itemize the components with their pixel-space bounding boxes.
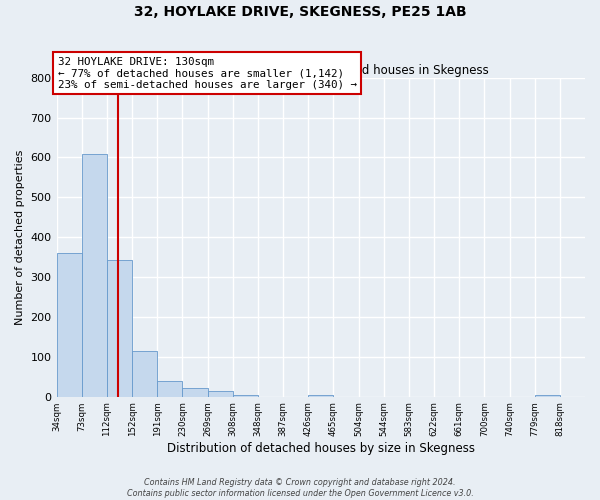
Text: 32, HOYLAKE DRIVE, SKEGNESS, PE25 1AB: 32, HOYLAKE DRIVE, SKEGNESS, PE25 1AB [134, 5, 466, 19]
Bar [56, 253, 82, 396]
Bar [308, 394, 334, 396]
Bar [82, 154, 107, 396]
Bar [107, 260, 132, 396]
Bar [233, 394, 258, 396]
Bar [157, 381, 182, 396]
Bar [182, 388, 208, 396]
X-axis label: Distribution of detached houses by size in Skegness: Distribution of detached houses by size … [167, 442, 475, 455]
Title: Size of property relative to detached houses in Skegness: Size of property relative to detached ho… [152, 64, 489, 76]
Y-axis label: Number of detached properties: Number of detached properties [15, 150, 25, 325]
Bar [535, 394, 560, 396]
Bar [208, 391, 233, 396]
Text: 32 HOYLAKE DRIVE: 130sqm
← 77% of detached houses are smaller (1,142)
23% of sem: 32 HOYLAKE DRIVE: 130sqm ← 77% of detach… [58, 56, 357, 90]
Text: Contains HM Land Registry data © Crown copyright and database right 2024.
Contai: Contains HM Land Registry data © Crown c… [127, 478, 473, 498]
Bar [132, 352, 157, 397]
